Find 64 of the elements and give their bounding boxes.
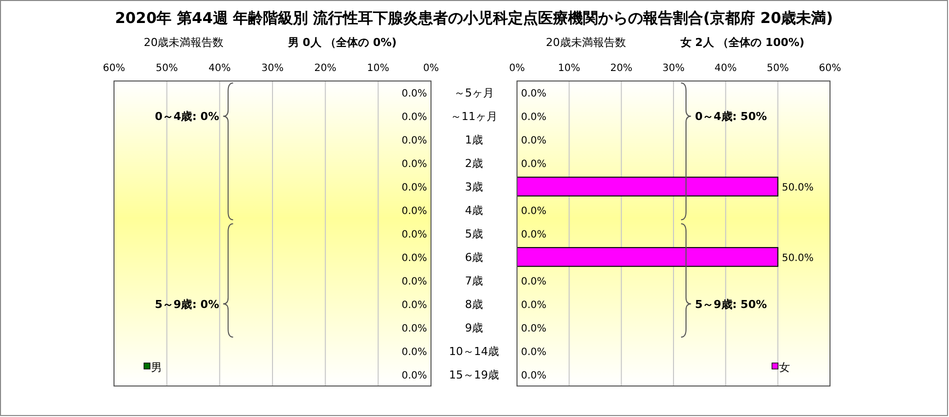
data-label: 0.0%	[402, 159, 427, 170]
data-label: 0.0%	[521, 346, 546, 358]
y-tick-label: 6歳	[465, 250, 483, 264]
data-label: 0.0%	[521, 88, 546, 100]
data-label: 0.0%	[402, 88, 427, 100]
data-label: 0.0%	[521, 206, 546, 218]
y-tick-label: 2歳	[465, 157, 483, 170]
y-tick-label: 1歳	[465, 134, 483, 147]
data-label: 0.0%	[402, 136, 427, 147]
annotation: 5～9歳: 50%	[695, 298, 767, 311]
data-label: 0.0%	[402, 206, 427, 218]
annotation: 5～9歳: 0%	[154, 298, 220, 311]
x-tick-label: 60%	[818, 63, 842, 74]
data-label: 0.0%	[402, 182, 427, 194]
x-tick-label: 20%	[314, 63, 336, 74]
x-tick-label: 10%	[558, 63, 580, 74]
data-label: 0.0%	[521, 159, 546, 170]
y-tick-label: ～5ヶ月	[454, 86, 494, 100]
x-tick-label: 30%	[662, 63, 685, 74]
x-tick-label: 0%	[423, 63, 439, 74]
data-label: 50.0%	[782, 252, 814, 264]
y-tick-label: 5歳	[465, 228, 483, 240]
x-axis-title: 20歳未満報告数	[546, 36, 626, 49]
y-tick-label: 10～14歳	[449, 344, 499, 358]
data-label: 0.0%	[521, 112, 546, 124]
x-tick-label: 0%	[509, 63, 525, 74]
data-label: 0.0%	[521, 276, 546, 288]
x-tick-label: 60%	[102, 63, 126, 74]
data-label: 0.0%	[402, 252, 427, 264]
x-tick-label: 40%	[714, 63, 737, 74]
y-tick-label: 9歳	[465, 321, 483, 334]
legend-label: 女	[779, 361, 790, 374]
data-label: 0.0%	[521, 230, 546, 240]
x-tick-label: 20%	[610, 63, 632, 74]
x-tick-label: 40%	[208, 63, 231, 74]
data-label: 50.0%	[782, 182, 814, 194]
x-axis-title: 20歳未満報告数	[144, 36, 224, 49]
legend-label: 男	[151, 361, 162, 374]
y-tick-label: 4歳	[465, 204, 483, 218]
x-tick-label: 30%	[261, 63, 284, 74]
data-label: 0.0%	[402, 346, 427, 358]
chart-subtitle: 女 2人 （全体の 100%)	[679, 36, 804, 49]
data-label: 0.0%	[521, 370, 546, 382]
y-tick-label: 7歳	[465, 274, 483, 288]
x-tick-label: 50%	[766, 63, 789, 74]
data-label: 0.0%	[521, 300, 546, 311]
annotation: 0～4歳: 0%	[154, 110, 220, 124]
data-label: 0.0%	[402, 323, 427, 334]
data-label: 0.0%	[402, 230, 427, 240]
data-label: 0.0%	[521, 323, 546, 334]
y-tick-label: 3歳	[465, 180, 483, 194]
chart-subtitle: 男 0人 （全体の 0%)	[286, 36, 397, 49]
annotation: 0～4歳: 50%	[695, 110, 767, 124]
data-label: 0.0%	[402, 112, 427, 124]
data-label: 0.0%	[402, 370, 427, 382]
data-label: 0.0%	[402, 276, 427, 288]
x-tick-label: 50%	[156, 63, 178, 74]
data-label: 0.0%	[402, 300, 427, 311]
text: 2020年 第44週 年齢階級別 流行性耳下腺炎患者の小児科定点医療機関からの報告割合(京都府 20歳未満)	[114, 9, 834, 27]
y-tick-label: ～11ヶ月	[450, 110, 498, 124]
y-tick-label: 15～19歳	[449, 368, 499, 382]
data-label: 0.0%	[521, 136, 546, 147]
y-tick-label: 8歳	[465, 298, 483, 311]
x-tick-label: 10%	[367, 63, 390, 74]
